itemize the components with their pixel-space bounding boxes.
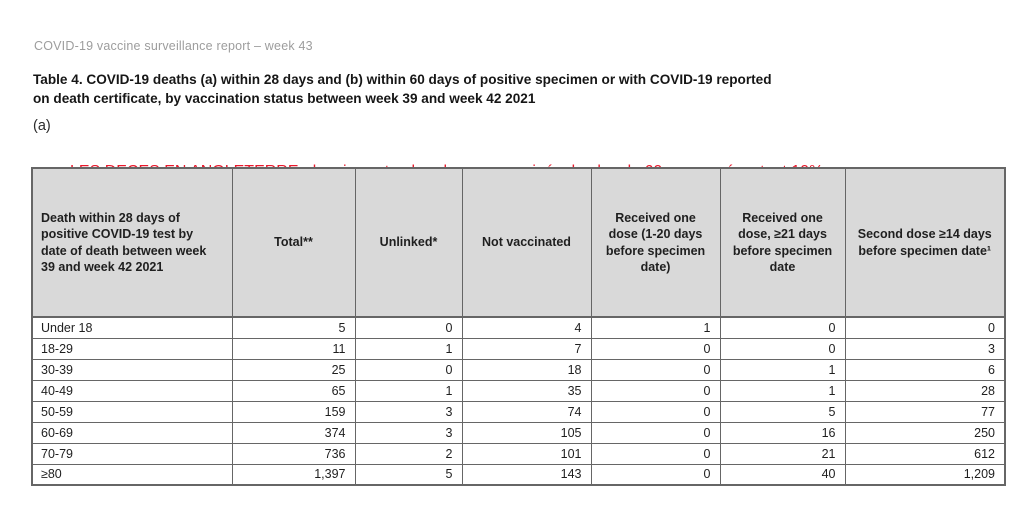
table-row: ≥80 1,397 5 143 0 40 1,209 [31, 463, 1006, 486]
row-label: 60-69 [31, 421, 233, 444]
cell-value: 143 [461, 463, 592, 486]
column-header-one-dose-1-20: Received one dose (1-20 days before spec… [590, 167, 721, 318]
table-row: 60-69 374 3 105 0 16 250 [31, 421, 1006, 444]
cell-value: 1 [354, 379, 463, 402]
cell-value: 250 [844, 421, 1006, 444]
cell-value: 0 [354, 316, 463, 339]
cell-value: 0 [590, 358, 721, 381]
table-row: 30-39 25 0 18 0 1 6 [31, 358, 1006, 381]
cell-value: 0 [354, 358, 463, 381]
cell-value: 1 [354, 337, 463, 360]
cell-value: 0 [590, 463, 721, 486]
column-header-total: Total** [231, 167, 356, 318]
cell-value: 105 [461, 421, 592, 444]
cell-value: 0 [719, 316, 846, 339]
column-header-not-vaccinated: Not vaccinated [461, 167, 592, 318]
cell-value: 0 [590, 400, 721, 423]
cell-value: 65 [231, 379, 356, 402]
cell-value: 1 [719, 379, 846, 402]
column-header-age: Death within 28 days of positive COVID-1… [31, 167, 233, 318]
cell-value: 5 [231, 316, 356, 339]
cell-value: 0 [590, 337, 721, 360]
cell-value: 3 [844, 337, 1006, 360]
deaths-table: Death within 28 days of positive COVID-1… [31, 167, 1006, 486]
cell-value: 25 [231, 358, 356, 381]
cell-value: 0 [590, 421, 721, 444]
cell-value: 1 [719, 358, 846, 381]
section-label: (a) [33, 118, 51, 134]
cell-value: 0 [719, 337, 846, 360]
table-row: 40-49 65 1 35 0 1 28 [31, 379, 1006, 402]
cell-value: 4 [461, 316, 592, 339]
row-label: 70-79 [31, 442, 233, 465]
table-row: Under 18 5 0 4 1 0 0 [31, 316, 1006, 339]
table-row: 18-29 11 1 7 0 0 3 [31, 337, 1006, 360]
cell-value: 74 [461, 400, 592, 423]
cell-value: 40 [719, 463, 846, 486]
cell-value: 612 [844, 442, 1006, 465]
report-header: COVID-19 vaccine surveillance report – w… [34, 39, 313, 53]
cell-value: 159 [231, 400, 356, 423]
cell-value: 0 [590, 379, 721, 402]
cell-value: 21 [719, 442, 846, 465]
row-label: 40-49 [31, 379, 233, 402]
row-label: 30-39 [31, 358, 233, 381]
table-header-row: Death within 28 days of positive COVID-1… [31, 167, 1006, 318]
row-label: Under 18 [31, 316, 233, 339]
row-label: 18-29 [31, 337, 233, 360]
cell-value: 16 [719, 421, 846, 444]
cell-value: 6 [844, 358, 1006, 381]
cell-value: 1,209 [844, 463, 1006, 486]
column-header-unlinked: Unlinked* [354, 167, 463, 318]
cell-value: 2 [354, 442, 463, 465]
page-title: Table 4. COVID-19 deaths (a) within 28 d… [33, 70, 953, 108]
cell-value: 18 [461, 358, 592, 381]
cell-value: 101 [461, 442, 592, 465]
cell-value: 1 [590, 316, 721, 339]
column-header-one-dose-21plus: Received one dose, ≥21 days before speci… [719, 167, 846, 318]
table-row: 70-79 736 2 101 0 21 612 [31, 442, 1006, 465]
row-label: 50-59 [31, 400, 233, 423]
table-row: 50-59 159 3 74 0 5 77 [31, 400, 1006, 423]
cell-value: 5 [719, 400, 846, 423]
cell-value: 77 [844, 400, 1006, 423]
cell-value: 3 [354, 400, 463, 423]
cell-value: 736 [231, 442, 356, 465]
page-title-line2: on death certificate, by vaccination sta… [33, 91, 536, 106]
cell-value: 28 [844, 379, 1006, 402]
cell-value: 1,397 [231, 463, 356, 486]
column-header-second-dose: Second dose ≥14 days before specimen dat… [844, 167, 1006, 318]
cell-value: 0 [844, 316, 1006, 339]
cell-value: 374 [231, 421, 356, 444]
cell-value: 3 [354, 421, 463, 444]
cell-value: 5 [354, 463, 463, 486]
cell-value: 11 [231, 337, 356, 360]
cell-value: 0 [590, 442, 721, 465]
page-title-line1: Table 4. COVID-19 deaths (a) within 28 d… [33, 72, 772, 87]
cell-value: 7 [461, 337, 592, 360]
row-label: ≥80 [31, 463, 233, 486]
cell-value: 35 [461, 379, 592, 402]
